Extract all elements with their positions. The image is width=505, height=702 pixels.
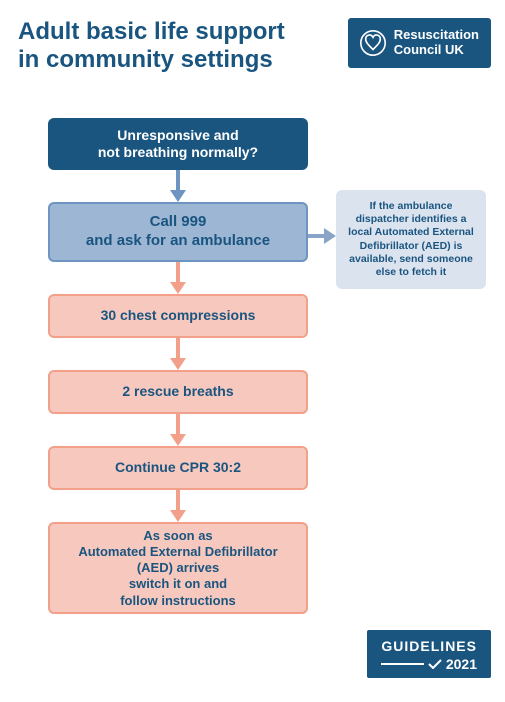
logo-line2: Council UK <box>394 42 464 57</box>
heart-icon <box>360 30 386 56</box>
guidelines-year: 2021 <box>446 656 477 672</box>
step-text: Automated External Defibrillator <box>78 544 277 559</box>
side-note-text: If the ambulance dispatcher identifies a… <box>348 200 474 278</box>
page-title: Adult basic life support in community se… <box>18 18 338 73</box>
arrow-right <box>308 226 336 250</box>
step-text: Call 999 <box>150 213 207 230</box>
logo-text: Resuscitation Council UK <box>394 28 479 58</box>
side-note-aed: If the ambulance dispatcher identifies a… <box>336 190 486 289</box>
step-compressions: 30 chest compressions <box>48 294 308 338</box>
step-continue: Continue CPR 30:2 <box>48 446 308 490</box>
step-text: follow instructions <box>120 593 236 608</box>
step-text: 2 rescue breaths <box>122 383 233 401</box>
arrow-down <box>48 170 308 202</box>
arrow-down <box>48 490 308 522</box>
step-text: As soon as <box>143 528 212 543</box>
check-icon <box>428 659 442 669</box>
step-aed: As soon as Automated External Defibrilla… <box>48 522 308 614</box>
logo-badge: Resuscitation Council UK <box>348 18 491 68</box>
guidelines-year-row: 2021 <box>381 656 477 672</box>
step-text: and ask for an ambulance <box>86 232 270 249</box>
title-line2: in community settings <box>18 46 273 73</box>
step-text: switch it on and <box>129 576 227 591</box>
guidelines-badge: GUIDELINES 2021 <box>367 630 491 678</box>
step-text: not breathing normally? <box>98 144 258 160</box>
step-text: 30 chest compressions <box>101 307 256 325</box>
guidelines-label: GUIDELINES <box>381 638 477 654</box>
logo-line1: Resuscitation <box>394 27 479 42</box>
arrow-down <box>48 338 308 370</box>
step-text: (AED) arrives <box>137 560 219 575</box>
step-breaths: 2 rescue breaths <box>48 370 308 414</box>
header: Adult basic life support in community se… <box>0 0 505 73</box>
title-line1: Adult basic life support <box>18 18 285 45</box>
step-text: Unresponsive and <box>117 127 238 143</box>
arrow-down <box>48 262 308 294</box>
step-unresponsive: Unresponsive and not breathing normally? <box>48 118 308 170</box>
flowchart: Unresponsive and not breathing normally?… <box>0 118 505 614</box>
step-call999: Call 999 and ask for an ambulance <box>48 202 308 262</box>
step-text: Continue CPR 30:2 <box>115 459 241 477</box>
guidelines-divider <box>381 663 423 665</box>
arrow-down <box>48 414 308 446</box>
